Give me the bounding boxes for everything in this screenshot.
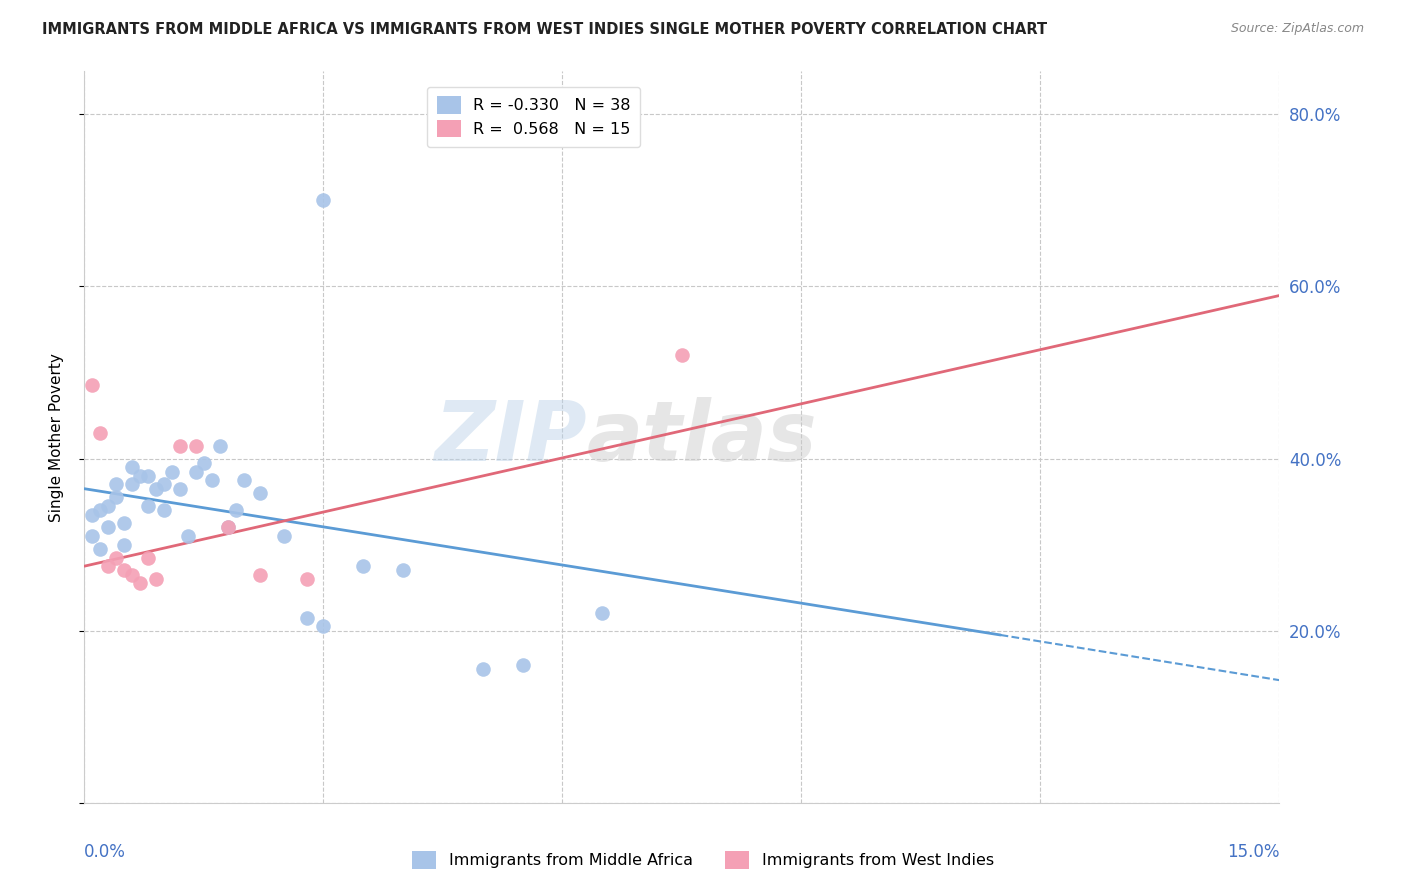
Point — [89, 541, 111, 556]
Point — [82, 378, 104, 392]
Point — [392, 564, 415, 578]
Point — [591, 607, 613, 621]
Point — [249, 567, 271, 582]
Point — [121, 567, 143, 582]
Point — [169, 482, 191, 496]
Point — [105, 491, 128, 505]
Point — [112, 538, 135, 552]
Legend: Immigrants from Middle Africa, Immigrants from West Indies: Immigrants from Middle Africa, Immigrant… — [406, 845, 1000, 875]
Point — [105, 477, 128, 491]
Point — [177, 529, 200, 543]
Point — [184, 439, 207, 453]
Point — [217, 520, 239, 534]
Point — [312, 194, 335, 208]
Point — [208, 439, 231, 453]
Point — [145, 572, 167, 586]
Point — [232, 473, 254, 487]
Point — [153, 477, 176, 491]
Point — [312, 619, 335, 633]
Point — [512, 658, 534, 673]
Point — [225, 503, 247, 517]
Point — [112, 516, 135, 530]
Text: 15.0%: 15.0% — [1227, 843, 1279, 861]
Point — [129, 468, 152, 483]
Point — [105, 550, 128, 565]
Point — [273, 529, 295, 543]
Point — [352, 559, 374, 574]
Point — [145, 482, 167, 496]
Y-axis label: Single Mother Poverty: Single Mother Poverty — [49, 352, 63, 522]
Point — [89, 425, 111, 440]
Point — [97, 520, 120, 534]
Text: atlas: atlas — [586, 397, 817, 477]
Text: 0.0%: 0.0% — [84, 843, 127, 861]
Point — [169, 439, 191, 453]
Point — [129, 576, 152, 591]
Point — [153, 503, 176, 517]
Point — [136, 499, 159, 513]
Point — [136, 550, 159, 565]
Point — [217, 520, 239, 534]
Point — [201, 473, 224, 487]
Point — [249, 486, 271, 500]
Point — [193, 456, 215, 470]
Point — [97, 499, 120, 513]
Point — [112, 564, 135, 578]
Point — [297, 611, 319, 625]
Point — [97, 559, 120, 574]
Point — [160, 465, 183, 479]
Point — [82, 508, 104, 522]
Point — [184, 465, 207, 479]
Text: IMMIGRANTS FROM MIDDLE AFRICA VS IMMIGRANTS FROM WEST INDIES SINGLE MOTHER POVER: IMMIGRANTS FROM MIDDLE AFRICA VS IMMIGRA… — [42, 22, 1047, 37]
Point — [471, 662, 494, 676]
Point — [121, 460, 143, 475]
Point — [89, 503, 111, 517]
Point — [136, 468, 159, 483]
Point — [121, 477, 143, 491]
Point — [82, 529, 104, 543]
Legend: R = -0.330   N = 38, R =  0.568   N = 15: R = -0.330 N = 38, R = 0.568 N = 15 — [427, 87, 640, 147]
Point — [297, 572, 319, 586]
Text: Source: ZipAtlas.com: Source: ZipAtlas.com — [1230, 22, 1364, 36]
Point — [671, 348, 693, 362]
Text: ZIP: ZIP — [433, 397, 586, 477]
